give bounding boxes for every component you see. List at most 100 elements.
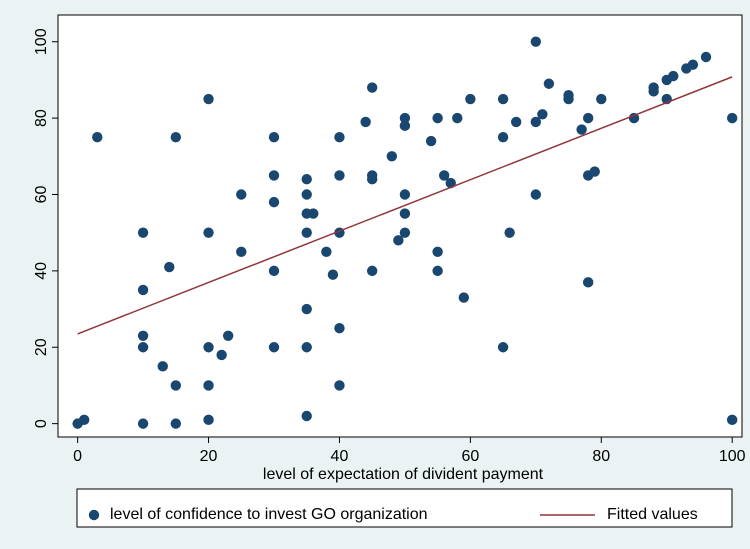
scatter-point xyxy=(203,93,214,105)
y-tick-label: 80 xyxy=(33,109,50,127)
x-tick-label: 0 xyxy=(73,448,82,465)
scatter-point xyxy=(452,112,463,124)
scatter-point xyxy=(458,292,470,303)
scatter-point xyxy=(425,135,437,147)
scatter-point xyxy=(726,112,738,124)
plot-area xyxy=(57,14,743,438)
scatter-point xyxy=(137,227,149,238)
scatter-point xyxy=(537,109,548,120)
scatter-point xyxy=(399,112,411,124)
scatter-point xyxy=(497,342,509,353)
x-tick-label: 80 xyxy=(592,448,610,465)
scatter-point xyxy=(268,170,280,181)
scatter-point xyxy=(92,132,103,143)
scatter-point xyxy=(334,170,345,181)
scatter-point xyxy=(301,189,312,200)
scatter-point xyxy=(301,227,312,238)
scatter-point xyxy=(236,246,247,257)
scatter-point xyxy=(360,116,371,128)
legend-label: level of confidence to invest GO organiz… xyxy=(110,506,428,523)
fitted-line xyxy=(77,76,733,335)
scatter-point xyxy=(576,124,587,135)
scatter-point xyxy=(563,93,574,105)
scatter-point xyxy=(432,265,443,277)
scatter-point xyxy=(589,166,600,177)
scatter-point xyxy=(236,189,247,200)
scatter-point xyxy=(530,189,542,200)
scatter-point xyxy=(582,112,594,124)
scatter-point xyxy=(399,189,411,200)
scatter-point xyxy=(170,132,182,143)
scatter-point xyxy=(157,361,168,372)
scatter-point xyxy=(386,151,398,162)
y-tick-label: 40 xyxy=(33,262,50,280)
x-tick-label: 20 xyxy=(200,448,218,465)
scatter-point xyxy=(164,261,175,273)
scatter-point xyxy=(432,112,443,124)
scatter-point xyxy=(668,70,679,82)
scatter-point xyxy=(334,322,345,334)
scatter-point xyxy=(497,132,509,143)
scatter-point xyxy=(334,380,345,391)
scatter-point xyxy=(203,414,214,426)
scatter-point xyxy=(700,51,712,63)
scatter-point xyxy=(268,265,280,277)
scatter-point xyxy=(648,86,659,97)
x-axis-label: level of expectation of divident payment xyxy=(263,466,544,483)
scatter-point xyxy=(78,414,90,426)
legend xyxy=(76,488,733,528)
scatter-point xyxy=(301,174,312,185)
y-tick-label: 20 xyxy=(33,338,50,356)
scatter-point xyxy=(510,116,522,128)
scatter-point xyxy=(366,265,378,277)
x-tick-label: 60 xyxy=(461,448,479,465)
scatter-point xyxy=(327,269,339,280)
scatter-point xyxy=(301,303,312,315)
scatter-point xyxy=(268,196,280,208)
scatter-point xyxy=(432,246,443,257)
scatter-point xyxy=(497,93,509,105)
y-tick-label: 0 xyxy=(33,419,50,428)
scatter-point xyxy=(582,277,594,288)
scatter-point xyxy=(687,59,699,70)
scatter-point xyxy=(216,349,227,361)
scatter-point xyxy=(543,78,555,89)
scatter-point xyxy=(366,174,378,185)
scatter-point xyxy=(137,342,149,353)
scatter-point xyxy=(438,170,450,181)
legend-label: Fitted values xyxy=(607,506,698,523)
scatter-point xyxy=(170,418,182,429)
scatter-point xyxy=(399,208,411,219)
y-tick-label: 100 xyxy=(33,28,50,55)
scatter-point xyxy=(393,235,404,246)
scatter-point xyxy=(628,112,640,124)
scatter-point xyxy=(726,414,738,426)
scatter-point xyxy=(366,82,378,93)
scatter-point xyxy=(321,246,332,257)
scatter-point xyxy=(504,227,515,238)
scatter-point xyxy=(203,380,214,391)
scatter-point xyxy=(399,227,411,238)
scatter-point xyxy=(268,342,280,353)
scatter-point xyxy=(465,93,476,105)
scatter-point xyxy=(301,342,312,353)
scatter-point xyxy=(137,330,149,341)
scatter-point xyxy=(334,132,345,143)
scatter-point xyxy=(170,380,182,391)
scatter-point xyxy=(530,36,542,47)
scatter-point xyxy=(268,132,280,143)
x-tick-label: 100 xyxy=(719,448,746,465)
scatter-point xyxy=(399,120,411,131)
scatter-point xyxy=(530,116,542,128)
legend-marker xyxy=(88,509,100,521)
scatter-point xyxy=(203,342,214,353)
x-tick-label: 40 xyxy=(331,448,349,465)
scatter-point xyxy=(222,330,234,341)
scatter-point xyxy=(137,284,149,296)
scatter-point xyxy=(203,227,214,238)
scatter-point xyxy=(137,418,149,429)
scatter-point xyxy=(308,208,319,219)
scatter-point xyxy=(301,410,312,422)
y-tick-label: 60 xyxy=(33,185,50,203)
